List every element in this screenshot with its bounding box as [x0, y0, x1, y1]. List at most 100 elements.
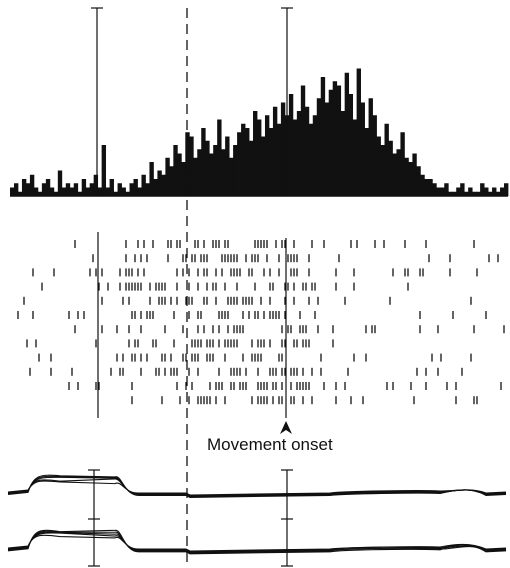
peri-event-histogram	[10, 68, 509, 196]
histogram-bar	[185, 132, 190, 196]
trace-channel-2	[7, 529, 507, 555]
histogram-bar	[276, 123, 282, 196]
histogram-bar	[149, 162, 154, 196]
histogram-bar	[340, 111, 346, 196]
histogram-bar	[452, 191, 457, 196]
histogram-bar	[181, 162, 186, 196]
histogram-bar	[85, 187, 91, 196]
histogram-bar	[229, 157, 234, 196]
histogram-bar	[141, 174, 146, 196]
histogram-bar	[209, 153, 214, 196]
histogram-bar	[201, 128, 206, 196]
histogram-bar	[189, 136, 194, 196]
histogram-bar	[268, 128, 274, 196]
histogram-bar	[300, 85, 306, 196]
histogram-bar	[237, 132, 242, 196]
histogram-bar	[372, 115, 377, 196]
histogram-bar	[480, 183, 485, 196]
histogram-bar	[221, 149, 226, 196]
histogram-bar	[257, 119, 262, 196]
histogram-bar	[272, 106, 278, 196]
histogram-bar	[432, 183, 437, 196]
histogram-bar	[400, 132, 405, 196]
movement-onset-arrow	[280, 421, 292, 434]
histogram-bar	[233, 145, 238, 196]
histogram-bar	[17, 191, 23, 196]
histogram-bar	[336, 85, 342, 196]
histogram-bar	[93, 174, 99, 196]
histogram-bar	[436, 187, 441, 196]
histogram-bar	[472, 191, 477, 196]
histogram-bar	[109, 179, 114, 196]
histogram-bar	[376, 136, 381, 196]
histogram-bar	[484, 187, 489, 196]
histogram-bar	[81, 179, 87, 196]
histogram-bar	[468, 187, 473, 196]
histogram-bar	[440, 187, 445, 196]
histogram-bar	[416, 166, 421, 196]
histogram-bar	[392, 153, 397, 196]
histogram-bar	[41, 183, 47, 196]
histogram-bar	[360, 102, 365, 196]
histogram-bar	[145, 183, 150, 196]
histogram-bar	[320, 77, 326, 196]
histogram-bar	[89, 183, 95, 196]
movement-onset-label: Movement onset	[207, 435, 333, 454]
histogram-bar	[13, 183, 19, 196]
histogram-bar	[288, 94, 294, 196]
histogram-bar	[264, 115, 270, 196]
histogram-bar	[280, 102, 286, 196]
histogram-bar	[49, 187, 55, 196]
histogram-bar	[21, 179, 27, 196]
histogram-bar	[464, 191, 469, 196]
histogram-bar	[205, 140, 210, 196]
histogram-bar	[260, 136, 266, 196]
histogram-bar	[249, 140, 254, 196]
histogram-bar	[37, 191, 43, 196]
histogram-bar	[101, 145, 107, 196]
histogram-bar	[364, 128, 369, 196]
histogram-bar	[253, 111, 258, 196]
histogram-bar	[404, 157, 409, 196]
histogram-bar	[165, 157, 170, 196]
histogram-bar	[69, 187, 75, 196]
histogram-bar	[476, 191, 481, 196]
trace-channel-1	[7, 474, 507, 498]
histogram-bar	[57, 170, 63, 196]
histogram-bar	[304, 106, 310, 196]
event-markers	[88, 7, 293, 567]
histogram-bar	[65, 183, 71, 196]
histogram-bar	[25, 183, 31, 196]
histogram-bar	[368, 98, 373, 196]
histogram-bar	[105, 187, 110, 196]
histogram-bar	[61, 187, 67, 196]
histogram-bar	[169, 166, 174, 196]
histogram-bar	[125, 191, 130, 196]
histogram-bar	[173, 145, 178, 196]
histogram-bar	[137, 187, 142, 196]
histogram-bar	[10, 187, 15, 196]
histogram-bar	[328, 89, 334, 196]
histogram-bar	[77, 191, 83, 196]
histogram-bar	[456, 187, 461, 196]
histogram-bar	[161, 174, 166, 196]
histogram-bar	[225, 136, 230, 196]
histogram-bar	[97, 187, 103, 196]
trace-channel-2	[7, 530, 507, 554]
histogram-bar	[496, 191, 501, 196]
histogram-bar	[245, 128, 250, 196]
histogram-bar	[348, 94, 354, 196]
histogram-bar	[324, 102, 330, 196]
histogram-bar	[344, 72, 350, 196]
histogram-bar	[157, 170, 162, 196]
histogram-bar	[396, 149, 401, 196]
histogram-bar	[153, 179, 158, 196]
histogram-bar	[312, 115, 318, 196]
movement-traces	[7, 474, 507, 555]
spike-raster	[17, 240, 505, 405]
histogram-bar	[412, 153, 417, 196]
histogram-bar	[133, 179, 138, 196]
histogram-bar	[197, 149, 202, 196]
histogram-bar	[217, 119, 222, 196]
